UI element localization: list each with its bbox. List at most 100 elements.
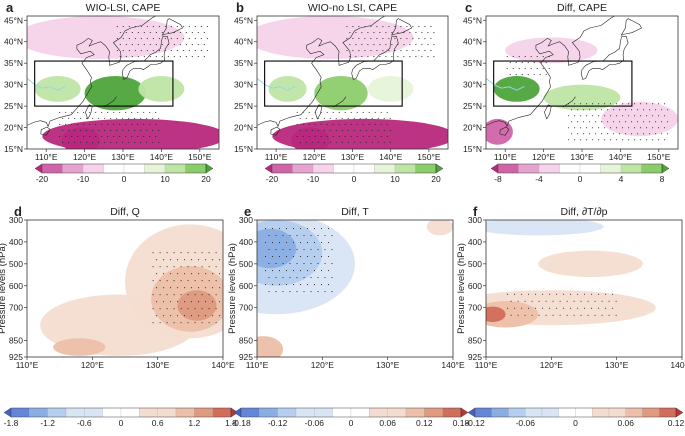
significance-dot <box>598 293 600 295</box>
colorbar-swatch <box>292 163 314 174</box>
significance-dot <box>128 129 130 131</box>
significance-dot <box>424 50 426 52</box>
significance-dot <box>535 293 537 295</box>
significance-dot <box>215 294 217 296</box>
significance-dot <box>326 123 328 125</box>
significance-dot <box>527 74 529 76</box>
significance-dot <box>152 266 154 268</box>
significance-dot <box>574 139 576 141</box>
significance-dot <box>634 103 636 105</box>
significance-dot <box>155 111 157 113</box>
significance-dot <box>159 252 161 254</box>
significance-dot <box>530 68 532 70</box>
significance-dot <box>530 56 532 58</box>
significance-dot <box>427 44 429 46</box>
significance-dot <box>185 44 187 46</box>
significance-dot <box>397 56 399 58</box>
significance-dot <box>320 111 322 113</box>
significance-dot <box>559 314 561 316</box>
significance-dot <box>180 294 182 296</box>
significance-dot <box>362 123 364 125</box>
y-tick-label: 40°N <box>4 37 23 47</box>
colorbar-tick-label: 20 <box>201 174 211 184</box>
significance-dot <box>95 123 97 125</box>
significance-dot <box>303 249 305 251</box>
colorbar-swatch <box>424 407 443 418</box>
significance-dot <box>349 44 351 46</box>
colorbar-tick-label: 0.12 <box>668 418 685 428</box>
significance-dot <box>149 44 151 46</box>
significance-dot <box>215 280 217 282</box>
significance-dot <box>140 141 142 143</box>
significance-dot <box>521 62 523 64</box>
colorbar-swatch <box>271 163 293 174</box>
significance-dot <box>563 307 565 309</box>
significance-dot <box>285 242 288 244</box>
significance-dot <box>594 300 596 302</box>
significance-dot <box>515 74 517 76</box>
significance-dot <box>655 121 657 123</box>
panel-title: Diff, CAPE <box>557 2 607 14</box>
significance-dot <box>74 129 76 131</box>
significance-dot <box>176 50 178 52</box>
significance-dot <box>577 133 579 135</box>
significance-dot <box>152 117 154 119</box>
significance-dot <box>658 115 660 117</box>
y-tick-label: 40°N <box>234 37 253 47</box>
significance-dot <box>356 123 358 125</box>
significance-dot <box>275 263 277 265</box>
significance-dot <box>601 314 603 316</box>
significance-dot <box>409 56 411 58</box>
significance-dot <box>331 249 333 251</box>
significance-dot <box>158 50 160 52</box>
coastline <box>85 104 93 120</box>
contour-blob <box>291 127 330 149</box>
plot-background <box>486 220 682 357</box>
significance-dot <box>361 56 363 58</box>
significance-dot <box>536 68 538 70</box>
significance-dot <box>376 26 378 28</box>
y-tick-label: 500 <box>239 259 253 269</box>
significance-dot <box>341 141 343 143</box>
significance-dot <box>158 129 160 131</box>
significance-dot <box>533 62 535 64</box>
significance-dot <box>371 117 373 119</box>
significance-dot <box>331 263 333 265</box>
x-tick-label: 110°E <box>265 152 288 162</box>
significance-dot <box>184 315 186 317</box>
significance-dot <box>323 117 325 119</box>
significance-dot <box>176 26 178 28</box>
significance-dot <box>158 141 160 143</box>
significance-dot <box>391 32 393 34</box>
significance-dot <box>182 38 184 40</box>
significance-dot <box>212 287 214 289</box>
significance-dot <box>584 307 586 309</box>
colorbar-tick-label: -0.12 <box>465 418 485 428</box>
significance-dot <box>355 32 357 34</box>
significance-dot <box>305 141 307 143</box>
significance-dot <box>427 56 429 58</box>
colorbar-swatch <box>144 163 166 174</box>
significance-dot <box>634 139 636 141</box>
significance-dot <box>219 287 221 289</box>
significance-dot <box>206 26 208 28</box>
significance-dot <box>664 127 666 129</box>
significance-dot <box>170 315 172 317</box>
significance-dot <box>200 38 202 40</box>
significance-dot <box>116 141 118 143</box>
significance-dot <box>152 294 154 296</box>
colorbar-tick-label: 8 <box>660 174 665 184</box>
significance-dot <box>604 115 606 117</box>
significance-dot <box>386 123 388 125</box>
significance-dot <box>194 308 196 310</box>
significance-dot <box>591 307 593 309</box>
significance-dot <box>191 287 193 289</box>
significance-dot <box>327 284 330 286</box>
significance-dot <box>156 259 158 261</box>
significance-dot <box>125 123 127 125</box>
significance-dot <box>71 135 73 137</box>
significance-dot <box>177 273 179 275</box>
significance-dot <box>649 121 651 123</box>
significance-dot <box>326 111 328 113</box>
significance-dot <box>143 32 145 34</box>
